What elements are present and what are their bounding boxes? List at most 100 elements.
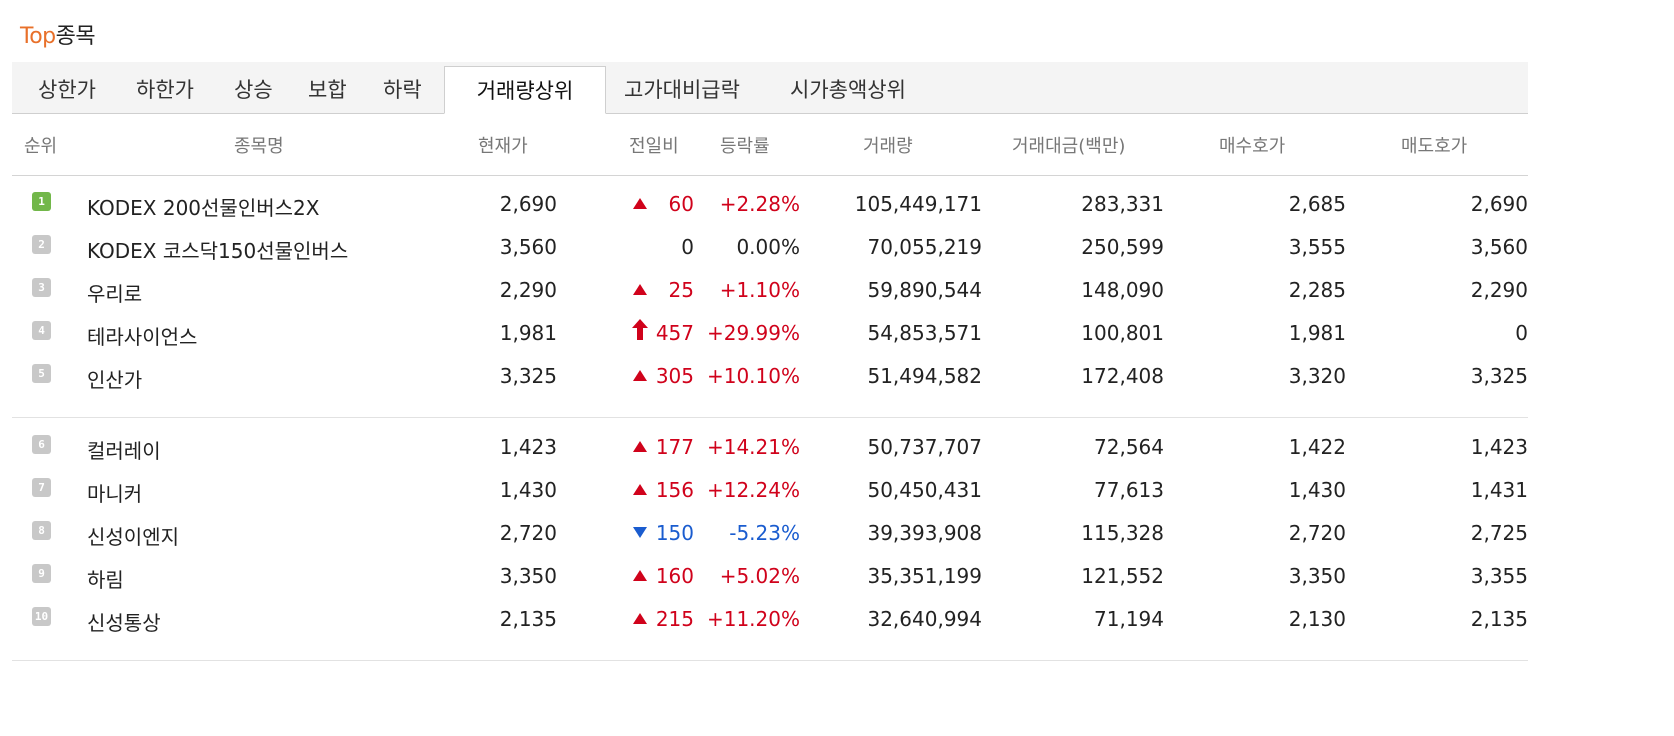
ask-price: 1,423	[1470, 435, 1528, 459]
tab-lower-limit[interactable]: 하한가	[136, 78, 194, 102]
change-rate: +1.10%	[719, 278, 800, 302]
stock-name-link[interactable]: 우리로	[87, 282, 143, 306]
change-rate: +14.21%	[706, 435, 800, 459]
triangle-up-icon	[633, 284, 647, 295]
trade-amount: 100,801	[1081, 321, 1164, 345]
table-header: 순위 종목명 현재가 전일비 등락률 거래량 거래대금(백만) 매수호가 매도호…	[12, 116, 1528, 176]
table-row: 4 테라사이언스 1,981 457 +29.99% 54,853,571 100,801 1…	[12, 313, 1528, 356]
trade-volume: 39,393,908	[867, 521, 982, 545]
trade-volume: 35,351,199	[867, 564, 982, 588]
rank-badge: 1	[32, 192, 51, 211]
ask-price: 2,690	[1470, 192, 1528, 216]
change-amount: 215	[655, 607, 694, 631]
trade-volume: 59,890,544	[867, 278, 982, 302]
rank-badge: 4	[32, 321, 51, 340]
stock-name-link[interactable]: 테라사이언스	[87, 325, 198, 349]
rank-badge: 6	[32, 435, 51, 454]
stock-name-link[interactable]: KODEX 200선물인버스2X	[87, 196, 320, 220]
current-price: 1,423	[499, 435, 557, 459]
title-rest: 종목	[55, 24, 96, 49]
bid-price: 2,285	[1288, 278, 1346, 302]
col-rank[interactable]: 순위	[24, 136, 58, 157]
stock-name-link[interactable]: 하림	[87, 568, 124, 592]
current-price: 2,290	[499, 278, 557, 302]
group-divider	[12, 417, 1528, 418]
change-amount: 160	[655, 564, 694, 588]
current-price: 3,350	[499, 564, 557, 588]
triangle-up-icon	[633, 370, 647, 381]
trade-amount: 148,090	[1081, 278, 1164, 302]
arrow-up-icon	[630, 318, 650, 342]
stock-name-link[interactable]: 인산가	[87, 368, 143, 392]
bid-price: 2,685	[1288, 192, 1346, 216]
change-rate: +10.10%	[706, 364, 800, 388]
tab-fall[interactable]: 하락	[383, 78, 422, 102]
table-row: 8 신성이엔지 2,720 150 -5.23% 39,393,908 115,328 2,7…	[12, 513, 1528, 556]
col-rate[interactable]: 등락률	[720, 136, 770, 157]
bid-price: 2,720	[1288, 521, 1346, 545]
triangle-down-icon	[633, 527, 647, 538]
rank-badge: 10	[32, 607, 51, 626]
col-name[interactable]: 종목명	[234, 136, 284, 157]
ask-price: 2,290	[1470, 278, 1528, 302]
tab-drop-from-high[interactable]: 고가대비급락	[624, 78, 740, 102]
trade-amount: 283,331	[1081, 192, 1164, 216]
table-row: 3 우리로 2,290 25 +1.10% 59,890,544 148,090 2,285 2…	[12, 270, 1528, 313]
triangle-up-icon	[633, 484, 647, 495]
bid-price: 3,350	[1288, 564, 1346, 588]
tab-unchanged[interactable]: 보합	[308, 78, 347, 102]
col-ask[interactable]: 매도호가	[1401, 136, 1468, 157]
stock-name-link[interactable]: 신성이엔지	[87, 525, 179, 549]
current-price: 3,560	[499, 235, 557, 259]
trade-volume: 54,853,571	[867, 321, 982, 345]
tab-top-volume[interactable]: 거래량상위	[444, 66, 606, 114]
title-accent: Top	[20, 24, 56, 49]
trade-volume: 50,737,707	[867, 435, 982, 459]
table-row: 2 KODEX 코스닥150선물인버스 3,560 0 0.00% 70,055,219 2…	[12, 227, 1528, 270]
stock-name-link[interactable]: 마니커	[87, 482, 143, 506]
change-rate: +29.99%	[706, 321, 800, 345]
current-price: 1,430	[499, 478, 557, 502]
current-price: 2,135	[499, 607, 557, 631]
change-amount: 25	[668, 278, 694, 302]
col-bid[interactable]: 매수호가	[1219, 136, 1286, 157]
current-price: 2,720	[499, 521, 557, 545]
change-rate: +12.24%	[706, 478, 800, 502]
triangle-up-icon	[633, 613, 647, 624]
change-rate: 0.00%	[736, 235, 800, 259]
trade-amount: 172,408	[1081, 364, 1164, 388]
triangle-up-icon	[633, 198, 647, 209]
tab-upper-limit[interactable]: 상한가	[38, 78, 96, 102]
rank-badge: 9	[32, 564, 51, 583]
col-volume[interactable]: 거래량	[863, 136, 913, 157]
col-amount[interactable]: 거래대금(백만)	[1012, 136, 1126, 157]
widget-title: Top종목	[20, 18, 96, 50]
rank-badge: 5	[32, 364, 51, 383]
tab-rise[interactable]: 상승	[234, 78, 273, 102]
change-amount: 457	[655, 321, 694, 345]
col-price[interactable]: 현재가	[478, 136, 528, 157]
trade-volume: 70,055,219	[867, 235, 982, 259]
trade-volume: 51,494,582	[867, 364, 982, 388]
trade-amount: 77,613	[1094, 478, 1164, 502]
table-row: 10 신성통상 2,135 215 +11.20% 32,640,994 71,194 2,1…	[12, 599, 1528, 642]
trade-volume: 105,449,171	[854, 192, 982, 216]
col-change[interactable]: 전일비	[629, 136, 679, 157]
rank-badge: 3	[32, 278, 51, 297]
table-row: 5 인산가 3,325 305 +10.10% 51,494,582 172,408 3,32…	[12, 356, 1528, 399]
tab-top-market-cap[interactable]: 시가총액상위	[790, 78, 906, 102]
stock-name-link[interactable]: KODEX 코스닥150선물인버스	[87, 239, 349, 263]
table-row: 6 컬러레이 1,423 177 +14.21% 50,737,707 72,564 1,42…	[12, 427, 1528, 470]
ask-price: 3,355	[1470, 564, 1528, 588]
trade-volume: 50,450,431	[867, 478, 982, 502]
triangle-up-icon	[633, 570, 647, 581]
rank-badge: 7	[32, 478, 51, 497]
current-price: 3,325	[499, 364, 557, 388]
table-row: 9 하림 3,350 160 +5.02% 35,351,199 121,552 3,350 3…	[12, 556, 1528, 599]
stock-name-link[interactable]: 컬러레이	[87, 439, 161, 463]
change-rate: +11.20%	[706, 607, 800, 631]
stock-name-link[interactable]: 신성통상	[87, 611, 161, 635]
bid-price: 1,981	[1288, 321, 1346, 345]
table-bottom-border	[12, 660, 1528, 661]
